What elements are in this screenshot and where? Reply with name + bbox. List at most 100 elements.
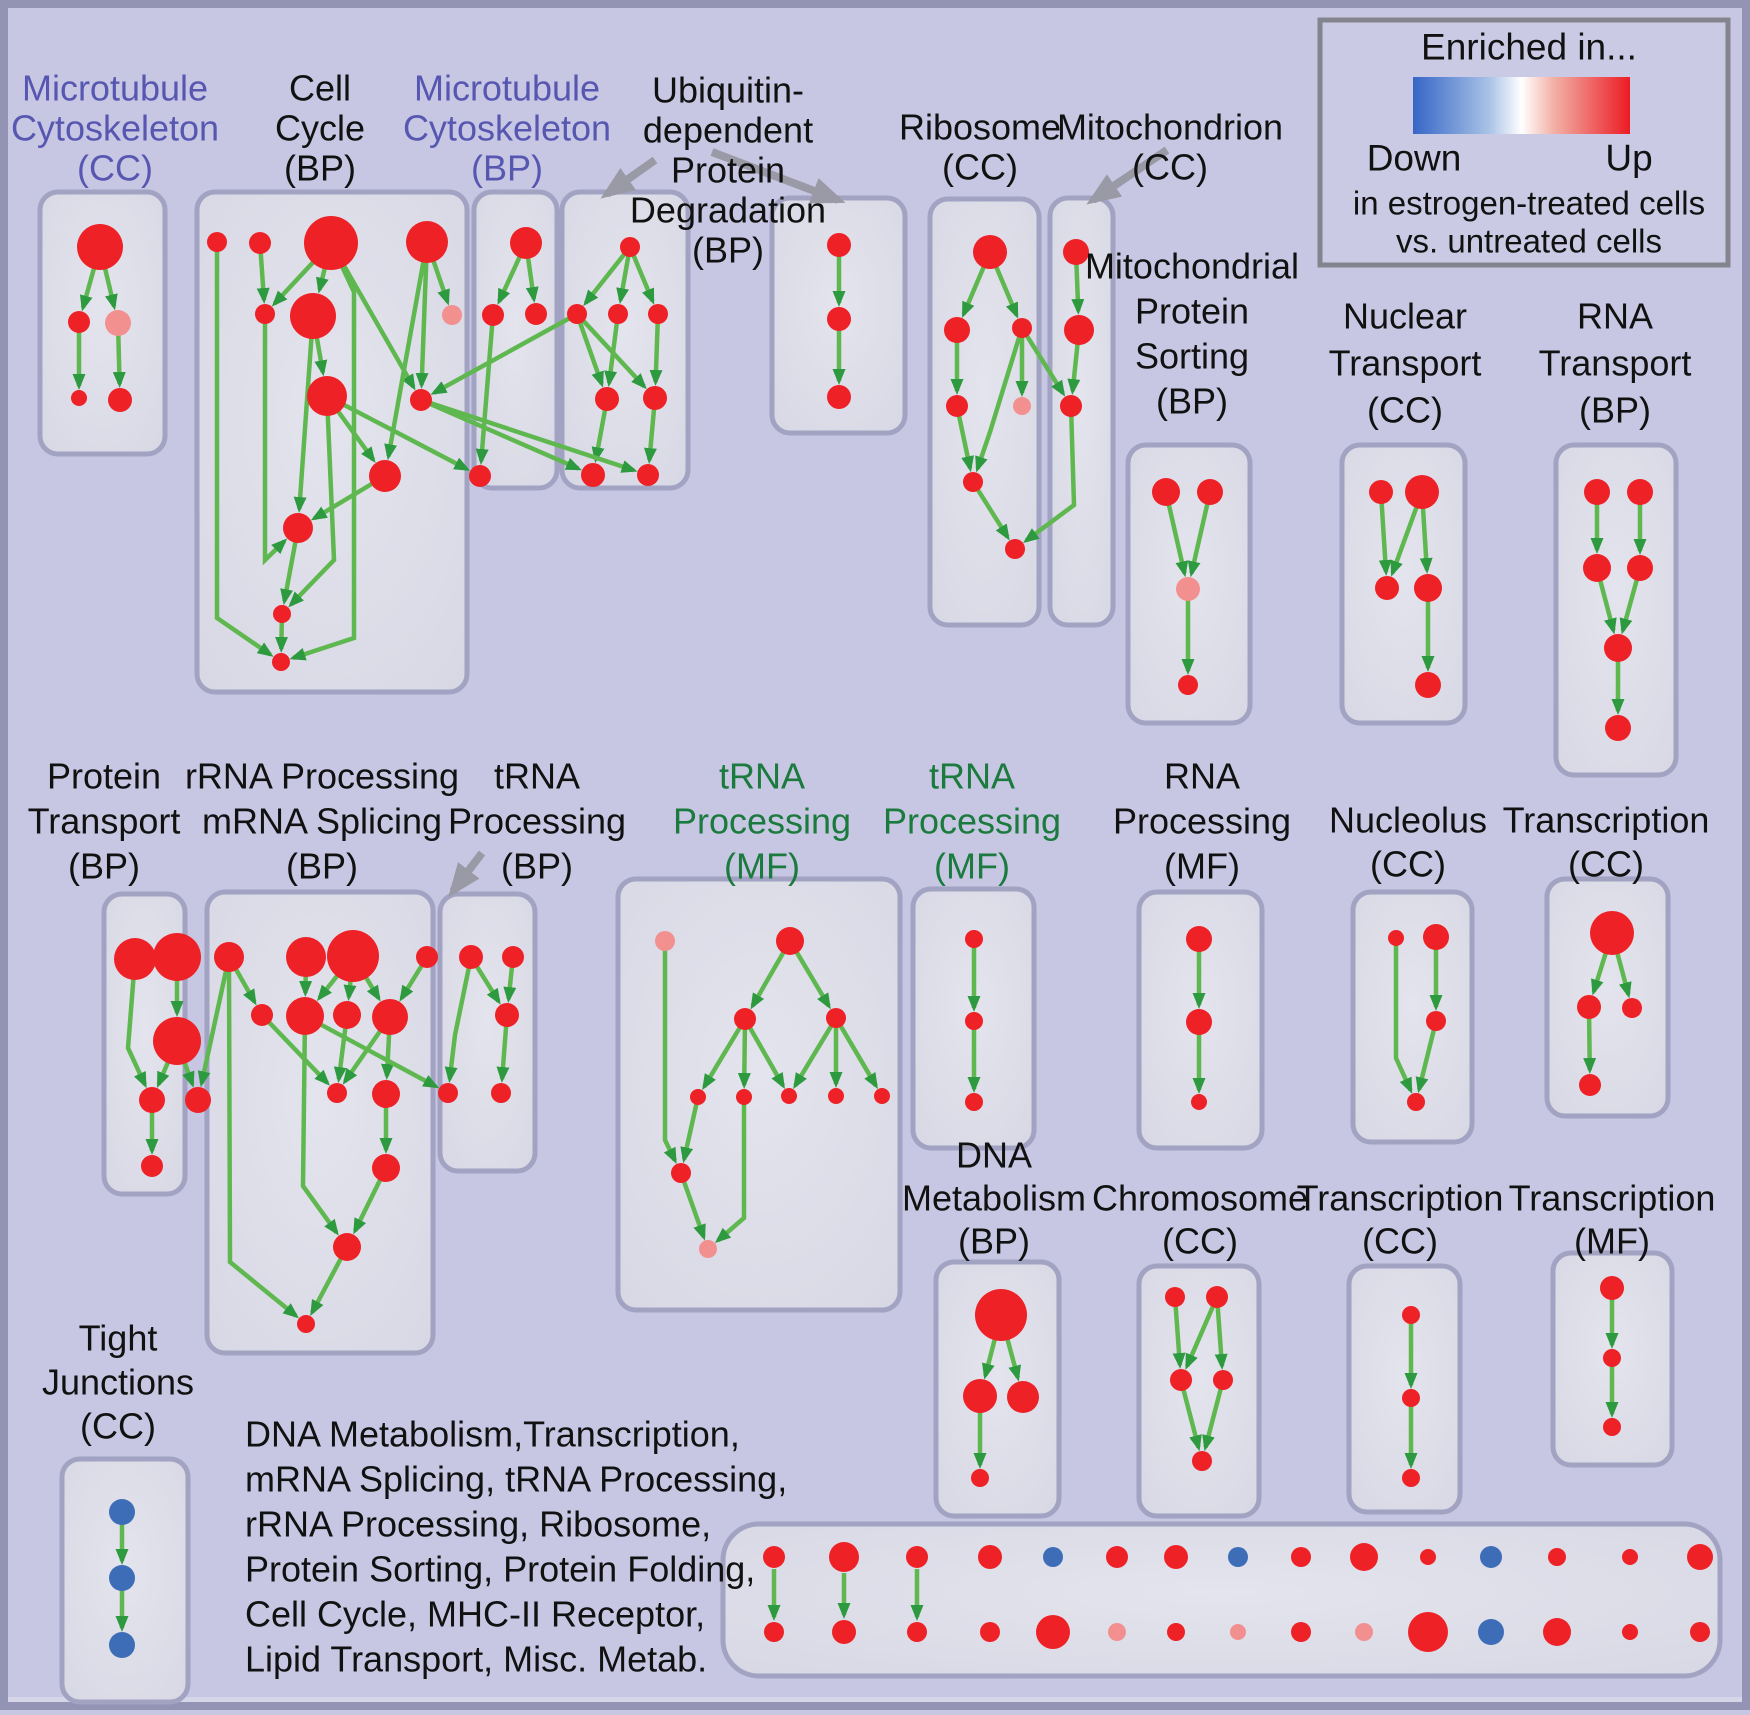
dot-top-2 bbox=[906, 1546, 928, 1568]
node-rt_e bbox=[1604, 634, 1632, 662]
node-cc_m bbox=[272, 653, 290, 671]
node-pt_f bbox=[141, 1155, 163, 1177]
edge-tb_t1-tb_m bbox=[474, 964, 501, 1005]
edge-cc_h-mtbp_b bbox=[341, 401, 471, 471]
node-tc_4 bbox=[1579, 1074, 1601, 1096]
node-nt_c bbox=[1375, 576, 1399, 600]
node-nt_b bbox=[1405, 475, 1439, 509]
node-rt_d bbox=[1627, 555, 1653, 581]
node-ts_2 bbox=[965, 1012, 983, 1030]
label-transcription_cc_bot-line-1: (CC) bbox=[1362, 1221, 1438, 1262]
legend-box bbox=[1317, 17, 1731, 268]
node-rt_a bbox=[1584, 479, 1610, 505]
legend-subtitle-1: in estrogen-treated cells bbox=[1353, 185, 1705, 222]
label-chromosome-line-0: Chromosome bbox=[1092, 1178, 1308, 1219]
edge-rr_3-rm_4 bbox=[362, 973, 381, 1002]
cluster-box-nucleolus bbox=[1350, 889, 1475, 1145]
edge-dm_1-dm_2 bbox=[982, 1335, 998, 1380]
node-chr_1 bbox=[1165, 1287, 1185, 1307]
node-tj_3 bbox=[109, 1632, 135, 1658]
note-line-0: DNA Metabolism,Transcription, bbox=[245, 1414, 740, 1455]
label-mito_sorting-line-1: Protein bbox=[1135, 291, 1249, 332]
label-cell_cycle-line-2: (BP) bbox=[284, 148, 356, 189]
node-mtbp_r bbox=[525, 303, 547, 325]
node-mp_b bbox=[1197, 479, 1223, 505]
cluster-box-dna_metabolism bbox=[933, 1259, 1062, 1519]
node-cc_f bbox=[290, 293, 336, 339]
edge-ub_l-cc_i bbox=[430, 316, 571, 395]
node-rt_b bbox=[1627, 479, 1653, 505]
node-chr_4 bbox=[1213, 1370, 1233, 1390]
edge-cc_j-cc_k bbox=[310, 481, 375, 521]
node-tj_2 bbox=[109, 1565, 135, 1591]
node-t2_2 bbox=[1402, 1389, 1420, 1407]
node-tj_1 bbox=[109, 1499, 135, 1525]
node-mtcc_b bbox=[68, 311, 90, 333]
edge-dm_1-dm_3 bbox=[1004, 1335, 1021, 1382]
dot-bottom-3 bbox=[980, 1622, 1000, 1642]
edge-nu_1-nu_4 bbox=[1393, 944, 1413, 1094]
edge-chr_1-chr_3 bbox=[1172, 1305, 1186, 1369]
dot-top-11 bbox=[1480, 1546, 1502, 1568]
label-nuclear_transport-line-0: Nuclear bbox=[1343, 296, 1467, 337]
node-tmf_2 bbox=[1603, 1349, 1621, 1367]
legend-up-label: Up bbox=[1605, 138, 1652, 179]
edge-cc_i-ub_br bbox=[429, 400, 638, 473]
node-cc_i bbox=[410, 389, 432, 411]
edge-mtcc_a-mtcc_b bbox=[79, 265, 97, 312]
edge-mp_a-mp_c bbox=[1166, 503, 1189, 578]
edge-tm_4-tm_9 bbox=[838, 1024, 878, 1090]
dot-bottom-9 bbox=[1355, 1623, 1373, 1641]
dot-top-6 bbox=[1164, 1545, 1188, 1569]
dot-top-14 bbox=[1687, 1544, 1713, 1570]
node-rp_3 bbox=[1191, 1094, 1207, 1110]
cluster-box-misc-categories bbox=[720, 1521, 1723, 1679]
dot-top-4 bbox=[1043, 1547, 1063, 1567]
edge-tb_m-tb_l2 bbox=[496, 1025, 510, 1083]
node-nt_a bbox=[1369, 480, 1393, 504]
label-ubiquitin-line-3: Degradation bbox=[630, 190, 826, 231]
node-rib_a bbox=[944, 317, 970, 343]
pointer-arrow-1 bbox=[710, 148, 846, 204]
node-cc_l bbox=[273, 605, 291, 623]
label-nucleolus-line-0: Nucleolus bbox=[1329, 800, 1487, 841]
edge-tb_t1-tb_l1 bbox=[444, 966, 472, 1084]
node-cc_j bbox=[369, 460, 401, 492]
cluster-box-transcription_cc_mid bbox=[1544, 876, 1671, 1119]
node-tmf_3 bbox=[1603, 1418, 1621, 1436]
dot-bottom-8 bbox=[1291, 1622, 1311, 1642]
node-rr_2 bbox=[286, 937, 326, 977]
label-dna_metabolism-line-1: Metabolism bbox=[902, 1178, 1086, 1219]
edge-chr_4-chr_5 bbox=[1202, 1387, 1224, 1452]
edge-tm_1-tm_10 bbox=[662, 949, 677, 1164]
label-transcription_cc_mid-line-1: (CC) bbox=[1568, 844, 1644, 885]
node-rm_1 bbox=[251, 1004, 273, 1026]
dot-top-12 bbox=[1548, 1548, 1566, 1566]
node-uc_3 bbox=[827, 385, 851, 409]
node-mtcc_a bbox=[77, 224, 123, 270]
node-rr_4 bbox=[416, 946, 438, 968]
cluster-box-mitochondrion bbox=[1047, 195, 1116, 628]
dot-top-13 bbox=[1622, 1549, 1638, 1565]
edge-tm_3-tm_6 bbox=[737, 1028, 751, 1089]
label-ubiquitin-line-4: (BP) bbox=[692, 230, 764, 271]
node-pt_c bbox=[153, 1017, 201, 1065]
dot-top-10 bbox=[1420, 1549, 1436, 1565]
node-ub_ml bbox=[595, 387, 619, 411]
label-nuclear_transport-line-1: Transport bbox=[1329, 343, 1482, 384]
edge-rr_4-rm_4 bbox=[399, 963, 425, 1002]
label-rrna_mrna-line-0: rRNA Processing bbox=[185, 756, 459, 797]
edge-ub_mr-ub_br bbox=[644, 407, 657, 465]
cluster-box-transcription_cc_bot bbox=[1346, 1263, 1463, 1515]
edge-nt_b-nt_d bbox=[1419, 506, 1433, 574]
edge-tm_2-tm_3 bbox=[750, 950, 787, 1010]
node-pt_e bbox=[185, 1087, 211, 1113]
node-rp_2 bbox=[1186, 1009, 1212, 1035]
dot-bottom-0 bbox=[764, 1622, 784, 1642]
node-ub_l bbox=[567, 304, 587, 324]
edge-ub_t-ub_r bbox=[631, 253, 655, 305]
label-mt_bp-line-1: Cytoskeleton bbox=[403, 108, 611, 149]
legend-subtitle-2: vs. untreated cells bbox=[1396, 223, 1662, 260]
label-mito_sorting-line-2: Sorting bbox=[1135, 336, 1249, 377]
node-cc_c bbox=[304, 216, 358, 270]
